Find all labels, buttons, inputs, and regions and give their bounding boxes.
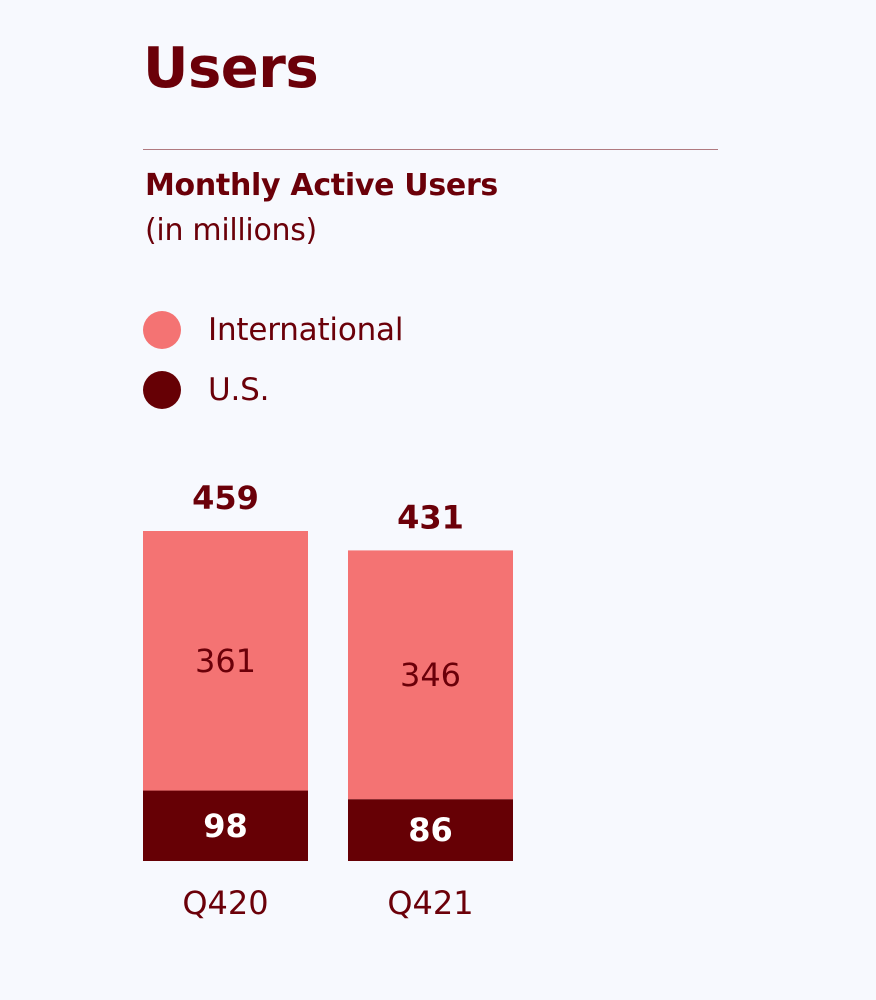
data-label-international-q421: 346 [400,656,461,694]
category-label-q421: Q421 [387,884,473,922]
data-label-u-s-q421: 86 [408,811,453,849]
bar-international-q420 [143,531,308,791]
legend-item-international: International [143,310,403,350]
bar-international-q421 [348,550,513,800]
category-label-q420: Q420 [182,884,268,922]
data-label-u-s-q420: 98 [203,807,248,845]
bar-u-s-q420 [143,790,308,861]
total-label-q421: 431 [397,498,464,536]
chart-unit-label: (in millions) [145,213,317,248]
data-label-international-q420: 361 [195,642,256,680]
bar-u-s-q421 [348,799,513,861]
legend-label-us: U.S. [208,372,270,408]
legend-label-international: International [208,312,404,348]
page-title: Users [143,36,319,101]
chart-title: Monthly Active Users [145,168,498,203]
legend-swatch-us [143,371,181,409]
legend-item-us: U.S. [143,370,269,410]
legend-swatch-international [143,311,181,349]
total-label-q420: 459 [192,479,259,517]
title-divider [143,149,718,150]
